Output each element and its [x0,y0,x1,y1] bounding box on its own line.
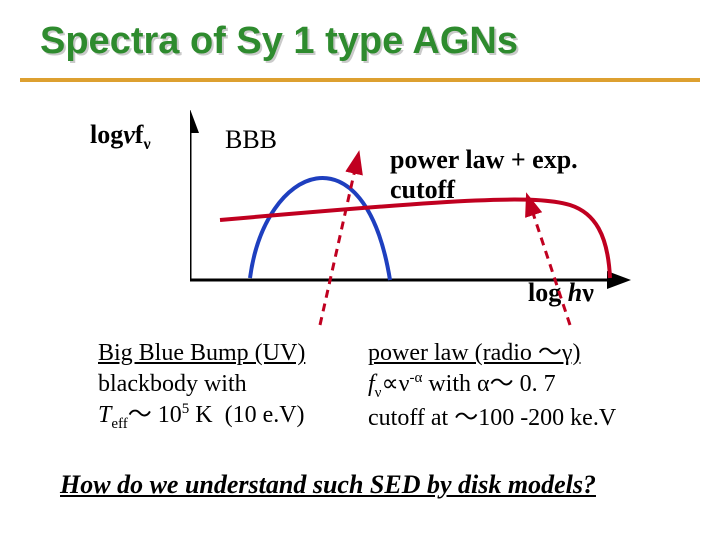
powerlaw-description: power law (radio 〜γ) fν∝ν-α with α〜 0. 7… [368,338,688,435]
powerlaw-pointer [528,198,570,325]
bbb-desc-line1: Big Blue Bump (UV) [98,338,354,369]
spectrum-chart: logνfν BBB power law + exp. cutoff log h… [80,100,640,320]
bbb-desc-line3: Teff〜 105 K (10 e.V) [98,400,354,434]
bbb-curve [250,178,390,280]
pl-desc-line2: fν∝ν-α with α〜 0. 7 [368,369,688,403]
pl-desc-line1: power law (radio 〜γ) [368,338,688,369]
chart-svg [190,110,650,350]
bbb-description: Big Blue Bump (UV) blackbody with Teff〜 … [98,338,354,435]
bottom-question: How do we understand such SED by disk mo… [60,470,596,500]
header-divider [20,78,700,82]
y-axis-label: logνfν [90,120,151,154]
slide-title: Spectra of Sy 1 type AGNs [40,20,518,63]
pl-desc-line3: cutoff at 〜100 -200 ke.V [368,403,688,434]
bbb-desc-line2: blackbody with [98,369,354,400]
